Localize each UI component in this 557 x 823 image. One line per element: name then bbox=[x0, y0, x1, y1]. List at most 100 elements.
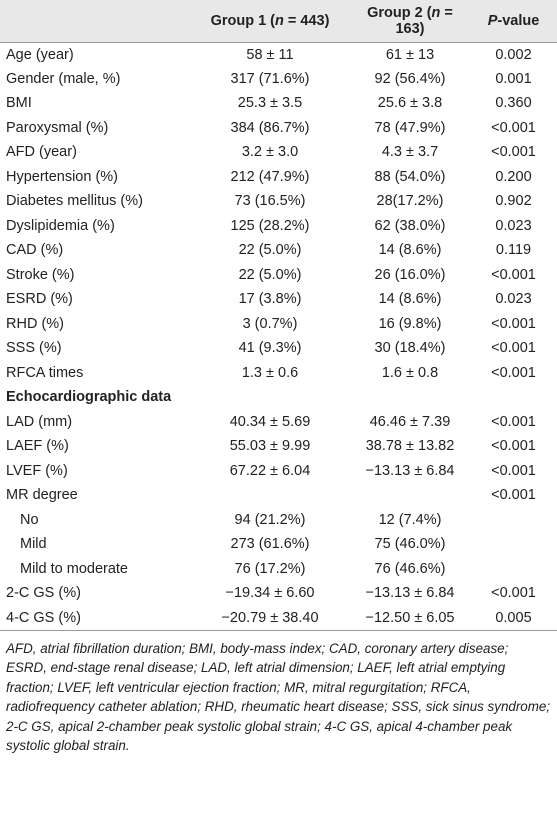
table-row: RHD (%) 3 (0.7%) 16 (9.8%) <0.001 bbox=[0, 312, 557, 337]
cell-value: 22 (5.0%) bbox=[238, 242, 302, 259]
cell-value: 3.2 ± 3.0 bbox=[241, 144, 299, 161]
cell-value: 67.22 ± 6.04 bbox=[229, 462, 311, 479]
cell-value: <0.001 bbox=[491, 315, 536, 332]
section-label: Echocardiographic data bbox=[6, 389, 172, 406]
cell-value: <0.001 bbox=[491, 462, 536, 479]
row-label: 2-C GS (%) bbox=[6, 585, 81, 602]
cell-value: 0.200 bbox=[495, 168, 532, 185]
table-row: SSS (%) 41 (9.3%) 30 (18.4%) <0.001 bbox=[0, 336, 557, 361]
row-label: RHD (%) bbox=[6, 315, 64, 332]
table-row: Hypertension (%) 212 (47.9%) 88 (54.0%) 0.2… bbox=[0, 165, 557, 190]
cell-value: 61 ± 13 bbox=[385, 46, 435, 63]
table-row: Mild to moderate 76 (17.2%) 76 (46.6%) bbox=[0, 557, 557, 582]
table-body: Age (year) 58 ± 11 61 ± 13 0.002 Gender (mal… bbox=[0, 42, 557, 630]
cell-value: 0.119 bbox=[495, 242, 532, 259]
cell-value: −20.79 ± 38.40 bbox=[221, 609, 319, 626]
cell-value: 212 (47.9%) bbox=[230, 168, 310, 185]
row-label: ESRD (%) bbox=[6, 291, 73, 308]
cell-value: 62 (38.0%) bbox=[374, 217, 446, 234]
table-row: Paroxysmal (%) 384 (86.7%) 78 (47.9%) <0.00… bbox=[0, 116, 557, 141]
cell-value: 317 (71.6%) bbox=[230, 70, 310, 87]
row-label: LAD (mm) bbox=[6, 413, 73, 430]
table-row: CAD (%) 22 (5.0%) 14 (8.6%) 0.119 bbox=[0, 238, 557, 263]
cell-value: <0.001 bbox=[491, 438, 536, 455]
row-label: CAD (%) bbox=[6, 242, 64, 259]
header-text: = 443) bbox=[283, 12, 330, 29]
row-label: SSS (%) bbox=[6, 340, 62, 357]
table-row: 2-C GS (%) −19.34 ± 6.60 −13.13 ± 6.84 <0.0… bbox=[0, 581, 557, 606]
table-row: ESRD (%) 17 (3.8%) 14 (8.6%) 0.023 bbox=[0, 287, 557, 312]
cell-value: 28(17.2%) bbox=[376, 193, 444, 210]
cell-value: 12 (7.4%) bbox=[378, 511, 442, 528]
table-row: Dyslipidemia (%) 125 (28.2%) 62 (38.0%) 0.0… bbox=[0, 214, 557, 239]
cell-value: 0.002 bbox=[495, 46, 532, 63]
table-row: AFD (year) 3.2 ± 3.0 4.3 ± 3.7 <0.001 bbox=[0, 140, 557, 165]
cell-value: 30 (18.4%) bbox=[374, 340, 446, 357]
cell-value: 384 (86.7%) bbox=[230, 119, 310, 136]
cell-value: 46.46 ± 7.39 bbox=[369, 413, 451, 430]
header-cell bbox=[0, 0, 190, 43]
header-cell: Group 2 (n = 163) bbox=[350, 0, 470, 43]
cell-value: 0.001 bbox=[495, 70, 532, 87]
row-label: Mild to moderate bbox=[20, 560, 128, 577]
row-label: AFD (year) bbox=[6, 144, 77, 161]
cell-value: −13.13 ± 6.84 bbox=[365, 462, 455, 479]
cell-value: 17 (3.8%) bbox=[238, 291, 302, 308]
cell-value: 3 (0.7%) bbox=[242, 315, 298, 332]
table-row: LAD (mm) 40.34 ± 5.69 46.46 ± 7.39 <0.001 bbox=[0, 410, 557, 435]
row-label: Hypertension (%) bbox=[6, 168, 119, 185]
cell-value: 58 ± 11 bbox=[246, 46, 294, 63]
cell-value: 0.902 bbox=[495, 193, 532, 210]
cell-value: 1.3 ± 0.6 bbox=[241, 364, 299, 381]
cell-value: 125 (28.2%) bbox=[230, 217, 310, 234]
empty-cell bbox=[350, 483, 470, 508]
cell-value: −19.34 ± 6.60 bbox=[225, 585, 315, 602]
table-row: LAEF (%) 55.03 ± 9.99 38.78 ± 13.82 <0.001 bbox=[0, 434, 557, 459]
header-text: P bbox=[487, 12, 498, 29]
table-row: LVEF (%) 67.22 ± 6.04 −13.13 ± 6.84 <0.001 bbox=[0, 459, 557, 484]
header-text: n bbox=[275, 12, 284, 29]
row-label: Paroxysmal (%) bbox=[6, 119, 109, 136]
row-label: BMI bbox=[6, 95, 32, 112]
cell-value: 26 (16.0%) bbox=[374, 266, 446, 283]
header-text: Group 1 ( bbox=[210, 12, 276, 29]
header-text: = 163) bbox=[395, 4, 453, 37]
cell-value: 76 (17.2%) bbox=[234, 560, 306, 577]
row-label: No bbox=[20, 511, 39, 528]
cell-value: 76 (46.6%) bbox=[374, 560, 446, 577]
row-label: LAEF (%) bbox=[6, 438, 69, 455]
cell-value: 75 (46.0%) bbox=[374, 536, 446, 553]
row-label: Mild bbox=[20, 536, 47, 553]
row-label: RFCA times bbox=[6, 364, 84, 381]
row-label: MR degree bbox=[6, 487, 78, 504]
cell-value: 16 (9.8%) bbox=[378, 315, 442, 332]
row-label: Age (year) bbox=[6, 46, 74, 63]
cell-value: <0.001 bbox=[491, 266, 536, 283]
table-row: 4-C GS (%) −20.79 ± 38.40 −12.50 ± 6.05 0.0… bbox=[0, 606, 557, 630]
cell-value: −13.13 ± 6.84 bbox=[365, 585, 455, 602]
cell-value: 55.03 ± 9.99 bbox=[229, 438, 311, 455]
cell-value: 0.023 bbox=[495, 291, 532, 308]
cell-value: 78 (47.9%) bbox=[374, 119, 446, 136]
cell-value: 0.005 bbox=[495, 609, 532, 626]
cell-value: 14 (8.6%) bbox=[378, 242, 442, 259]
table-row: Stroke (%) 22 (5.0%) 26 (16.0%) <0.001 bbox=[0, 263, 557, 288]
row-label: Dyslipidemia (%) bbox=[6, 217, 115, 234]
cell-value: 88 (54.0%) bbox=[374, 168, 446, 185]
header-text: -value bbox=[497, 12, 540, 29]
empty-cell bbox=[190, 483, 350, 508]
cell-value: 92 (56.4%) bbox=[374, 70, 446, 87]
cell-value: −12.50 ± 6.05 bbox=[365, 609, 455, 626]
cell-value: <0.001 bbox=[491, 119, 536, 136]
row-label: Gender (male, %) bbox=[6, 70, 121, 87]
cell-value: <0.001 bbox=[491, 340, 536, 357]
table-row: BMI 25.3 ± 3.5 25.6 ± 3.8 0.360 bbox=[0, 91, 557, 116]
header-cell: Group 1 (n = 443) bbox=[190, 0, 350, 43]
empty-cell bbox=[470, 508, 557, 533]
footnote: AFD, atrial fibrillation duration; BMI, … bbox=[6, 640, 551, 754]
cell-value: 38.78 ± 13.82 bbox=[365, 438, 455, 455]
cell-value: 94 (21.2%) bbox=[234, 511, 306, 528]
table-row: Gender (male, %) 317 (71.6%) 92 (56.4%) 0.0… bbox=[0, 67, 557, 92]
table-row: No 94 (21.2%) 12 (7.4%) bbox=[0, 508, 557, 533]
cell-value: 73 (16.5%) bbox=[234, 193, 306, 210]
